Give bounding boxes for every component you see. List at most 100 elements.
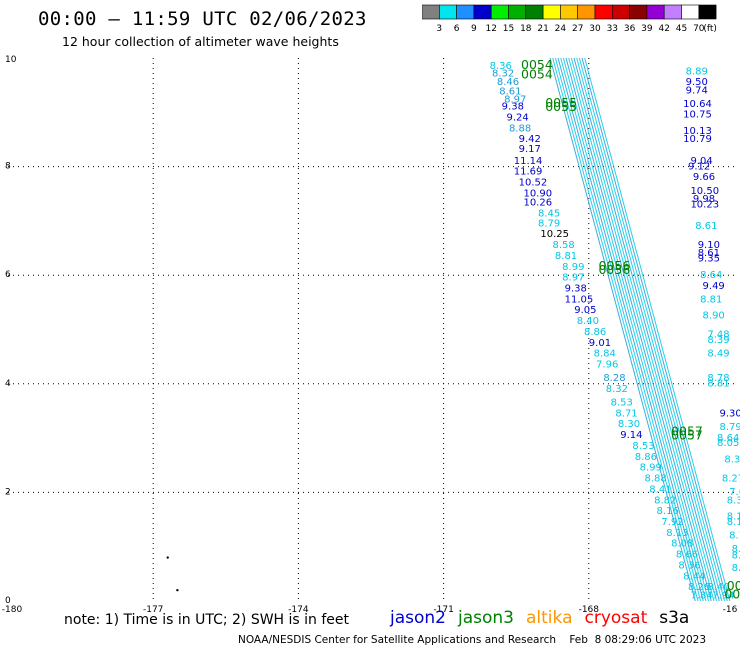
swh-value-label: 8.72 [729, 531, 740, 542]
satellite-track-line [552, 57, 699, 602]
colorbar-level: 15 [503, 24, 514, 34]
swh-value-label: 10.26 [523, 198, 552, 209]
swh-value-label: 8.46 [497, 77, 519, 88]
swh-value-label: 8.61 [695, 221, 717, 232]
legend-entry-s3a: s3a [659, 608, 690, 628]
swh-value-label: 8.40 [707, 582, 729, 593]
colorbar-level: 27 [572, 24, 583, 34]
swh-value-label: 7.92 [661, 517, 683, 528]
satellite-track-line [570, 57, 718, 602]
lat-tick-label: 0 [5, 596, 11, 606]
swh-value-label: 10.50 [690, 186, 719, 197]
legend-entry-altika: altika [526, 608, 573, 628]
colorbar-level: 33 [607, 24, 618, 34]
swh-value-label: 8.88 [509, 123, 531, 134]
swh-value-label: 8.05 [717, 438, 739, 449]
swh-value-label: 8.61 [698, 248, 720, 259]
satellite-track-line [560, 57, 707, 602]
satellite-track-line [557, 57, 704, 602]
swh-value-label: 9.05 [574, 305, 596, 316]
swh-value-label: 8.97 [562, 273, 584, 284]
swh-value-label: 9.35 [698, 254, 720, 265]
swh-value-label: 8.79 [719, 422, 740, 433]
swh-value-label: 9.49 [703, 281, 725, 292]
satellite-track-line [584, 57, 731, 602]
swh-value-label: 8.45 [538, 209, 560, 220]
swh-value-label: 8.64 [717, 433, 739, 444]
swh-value-label: 8.27 [722, 474, 740, 485]
swh-value-label: 8.88 [644, 474, 666, 485]
swh-value-label: 8.35 [727, 495, 740, 506]
swh-value-label: 9.24 [507, 112, 529, 123]
swh-value-label: 8.99 [562, 262, 584, 273]
swh-value-label: 8.82 [654, 495, 676, 506]
swh-value-label: 8.18 [727, 512, 740, 523]
colorbar-swatch [698, 4, 717, 20]
swh-value-label: 11.05 [565, 294, 594, 305]
colorbar-unit: (ft) [703, 24, 717, 34]
lat-tick-label: 4 [5, 379, 11, 389]
swh-value-label: 8.90 [703, 311, 725, 322]
pass-time-label: 0056 [598, 262, 630, 277]
swh-value-label: 8.21 [732, 544, 740, 555]
swh-value-label: 9.50 [686, 77, 708, 88]
swh-value-label: 9.12 [688, 161, 710, 172]
swh-value-label: 8.86 [584, 327, 606, 338]
swh-value-label: 8.66 [676, 550, 698, 561]
colorbar-level: 3 [436, 24, 442, 34]
colorbar-level: 30 [589, 24, 601, 34]
swh-value-label: 7.96 [596, 360, 618, 371]
swh-value-label: 7.48 [707, 330, 729, 341]
swh-value-label: 9.04 [690, 156, 712, 167]
swh-value-label: 8.71 [615, 408, 637, 419]
swh-value-label: 8.81 [700, 294, 722, 305]
swh-value-label: 11.14 [514, 156, 543, 167]
footer-credit: NOAA/NESDIS Center for Satellite Applica… [238, 634, 706, 646]
swh-value-label: 8.16 [657, 506, 679, 517]
map-subtitle: 12 hour collection of altimeter wave hei… [62, 34, 339, 49]
lon-tick-label: -171 [433, 605, 453, 615]
swh-value-label: 8.78 [707, 373, 729, 384]
swh-value-label: 10.25 [540, 229, 569, 240]
colorbar-level: 12 [485, 24, 496, 34]
swh-value-label: 9.30 [719, 408, 740, 419]
swh-value-label: 8.81 [707, 379, 729, 390]
swh-value-label: 8.53 [611, 398, 633, 409]
swh-value-label: 8.36 [490, 61, 512, 72]
swh-value-label: 8.40 [577, 316, 599, 327]
swh-value-label: 10.90 [523, 188, 552, 199]
swh-value-label: 9.98 [693, 194, 715, 205]
swh-value-label: 10.23 [690, 199, 719, 210]
swh-value-label: 8.08 [671, 539, 693, 550]
swh-value-label: 8.49 [707, 349, 729, 360]
swh-value-label: 8.53 [632, 441, 654, 452]
colorbar-level: 39 [641, 24, 653, 34]
satellite-legend: jason2 jason3 altika cryosat s3a [390, 608, 701, 628]
swh-value-label: 10.64 [683, 99, 712, 110]
swh-value-label: 11.69 [514, 167, 543, 178]
pass-time-label: 0055 [545, 99, 577, 114]
pass-time-label: 0057 [671, 423, 703, 438]
swh-value-label: 8.89 [686, 66, 708, 77]
swh-value-label: 8.64 [700, 270, 722, 281]
lat-tick-label: 8 [5, 162, 11, 172]
colorbar-level: 45 [676, 24, 687, 34]
pass-time-label: 0055 [545, 95, 577, 110]
satellite-track-line [565, 57, 712, 602]
swh-value-label: 8.86 [635, 452, 657, 463]
satellite-track-line [568, 57, 715, 602]
satellite-track-line [581, 57, 728, 602]
swh-value-label: 9.38 [565, 283, 587, 294]
swh-value-label: 8.32 [492, 68, 514, 79]
lon-tick-label: -180 [2, 605, 23, 615]
swh-value-label: 8.32 [606, 384, 628, 395]
legend-entry-jason2: jason2 [390, 608, 446, 628]
swh-value-label: 9.74 [686, 85, 708, 96]
swh-value-label: 9.14 [620, 430, 642, 441]
satellite-track-line [554, 57, 702, 602]
colorbar-level: 36 [624, 24, 636, 34]
swh-value-label: 9.66 [693, 172, 715, 183]
swh-value-label: 8.97 [504, 95, 526, 106]
lon-tick-label: -174 [288, 605, 309, 615]
